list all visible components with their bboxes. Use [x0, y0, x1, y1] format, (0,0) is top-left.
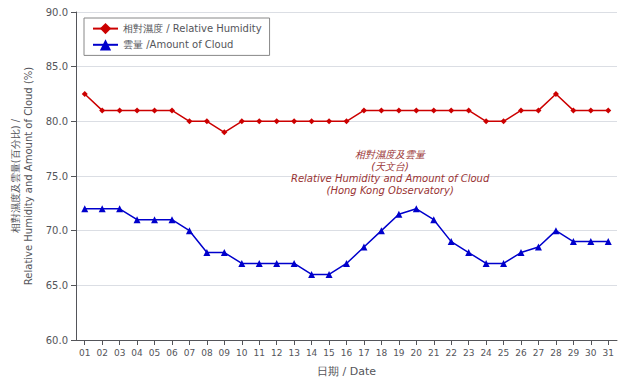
svg-text:(天文台): (天文台)	[371, 161, 409, 172]
svg-text:28: 28	[550, 348, 562, 358]
svg-text:70.0: 70.0	[46, 225, 68, 236]
svg-text:Relative Humidity and Amount o: Relative Humidity and Amount of Cloud	[291, 173, 490, 184]
svg-text:22: 22	[445, 348, 456, 358]
svg-text:Relative Humidity and Amount o: Relative Humidity and Amount of Cloud (%…	[23, 67, 34, 285]
svg-text:17: 17	[358, 348, 369, 358]
svg-text:14: 14	[306, 348, 318, 358]
svg-text:18: 18	[376, 348, 388, 358]
svg-text:相對濕度及雲量: 相對濕度及雲量	[355, 149, 426, 160]
svg-text:(Hong Kong Observatory): (Hong Kong Observatory)	[326, 185, 453, 196]
svg-text:11: 11	[254, 348, 265, 358]
svg-text:20: 20	[411, 348, 423, 358]
svg-text:23: 23	[463, 348, 474, 358]
svg-text:65.0: 65.0	[46, 280, 68, 291]
svg-text:06: 06	[166, 348, 178, 358]
svg-text:24: 24	[480, 348, 492, 358]
svg-text:10: 10	[236, 348, 248, 358]
svg-text:25: 25	[498, 348, 509, 358]
svg-text:27: 27	[533, 348, 544, 358]
svg-text:29: 29	[568, 348, 580, 358]
svg-text:90.0: 90.0	[46, 7, 68, 18]
svg-text:16: 16	[341, 348, 353, 358]
svg-text:日期 / Date: 日期 / Date	[317, 365, 376, 378]
svg-text:26: 26	[515, 348, 527, 358]
svg-text:02: 02	[96, 348, 107, 358]
svg-text:30: 30	[585, 348, 597, 358]
svg-text:05: 05	[149, 348, 160, 358]
svg-text:04: 04	[131, 348, 143, 358]
svg-text:09: 09	[219, 348, 231, 358]
svg-text:03: 03	[114, 348, 125, 358]
svg-text:07: 07	[184, 348, 195, 358]
svg-text:01: 01	[79, 348, 90, 358]
svg-text:21: 21	[428, 348, 439, 358]
svg-text:08: 08	[201, 348, 213, 358]
svg-text:85.0: 85.0	[46, 61, 68, 72]
svg-text:80.0: 80.0	[46, 116, 68, 127]
svg-text:雲量 /Amount of Cloud: 雲量 /Amount of Cloud	[123, 39, 233, 50]
svg-text:相對濕度 / Relative Humidity: 相對濕度 / Relative Humidity	[123, 23, 262, 34]
svg-text:19: 19	[393, 348, 405, 358]
svg-text:31: 31	[603, 348, 614, 358]
svg-text:相對濕度及雲量(百分比) /: 相對濕度及雲量(百分比) /	[10, 118, 21, 233]
svg-text:13: 13	[288, 348, 299, 358]
svg-text:75.0: 75.0	[46, 171, 68, 182]
svg-text:60.0: 60.0	[46, 335, 68, 346]
svg-text:12: 12	[271, 348, 282, 358]
svg-text:15: 15	[323, 348, 334, 358]
